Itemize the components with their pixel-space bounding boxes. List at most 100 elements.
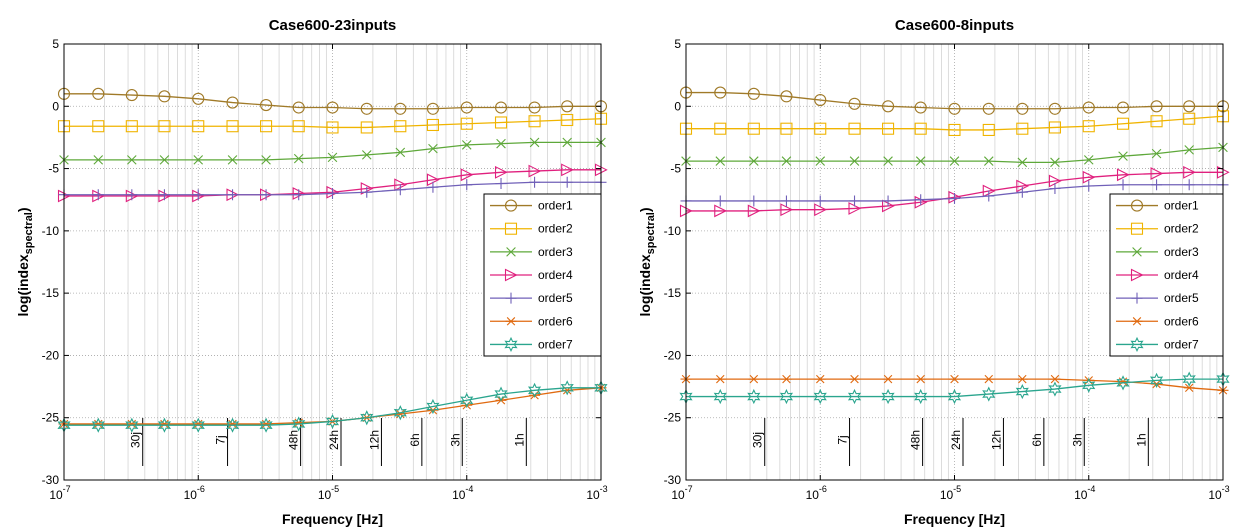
- x-tick-exponent: -3: [600, 484, 608, 494]
- data-point-order6: [814, 374, 826, 384]
- y-label-end: ): [637, 207, 653, 212]
- data-point-order1: [394, 102, 407, 115]
- data-point-order3: [1017, 157, 1028, 168]
- data-point-order7: [460, 392, 474, 408]
- data-point-order2: [528, 115, 541, 128]
- data-point-order5: [1083, 180, 1095, 192]
- data-point-order5: [1183, 179, 1195, 191]
- data-point-order7: [713, 388, 727, 405]
- legend-marker-order1: [504, 199, 518, 212]
- data-point-order7: [1082, 377, 1096, 393]
- data-point-order5: [1151, 179, 1163, 191]
- legend-label-order1: order1: [1164, 199, 1199, 213]
- x-axis-label: Frequency [Hz]: [282, 511, 383, 527]
- legend-marker-order5: [1131, 292, 1143, 304]
- data-point-order4: [780, 203, 794, 217]
- data-point-order5: [461, 179, 473, 191]
- data-point-order6: [915, 374, 927, 384]
- annotation-label: 48h: [287, 430, 301, 450]
- legend-label-order7: order7: [1164, 337, 1199, 351]
- data-point-order7: [881, 388, 895, 405]
- data-point-order5: [394, 184, 406, 196]
- data-point-order6: [714, 374, 726, 384]
- data-point-order3: [983, 156, 994, 166]
- y-tick-label: -20: [664, 348, 682, 362]
- data-point-order3: [361, 150, 372, 160]
- data-point-order7: [747, 388, 761, 405]
- annotation-label: 7j: [214, 435, 228, 444]
- data-point-order5: [780, 195, 792, 207]
- data-point-order1: [1150, 100, 1163, 113]
- data-point-order3: [1151, 148, 1162, 159]
- data-point-order2: [1016, 122, 1029, 135]
- data-point-order3: [715, 156, 726, 166]
- legend-label-order3: order3: [1164, 245, 1199, 259]
- data-point-order2: [780, 122, 793, 135]
- data-point-order2: [982, 123, 995, 137]
- data-point-order1: [460, 101, 473, 114]
- x-tick-base: 10: [1208, 488, 1222, 502]
- legend-marker-order6: [505, 317, 517, 326]
- legend-marker-order3: [506, 247, 516, 257]
- annotation-label: 24h: [327, 430, 341, 450]
- data-point-order2: [394, 120, 407, 133]
- data-point-order2: [561, 113, 574, 127]
- legend-label-order5: order5: [538, 291, 573, 305]
- annotation-label: 7j: [836, 435, 850, 444]
- y-tick-label: -5: [48, 162, 59, 176]
- legend-label-order5: order5: [1164, 291, 1199, 305]
- data-point-order3: [781, 156, 792, 166]
- data-point-order5: [1049, 183, 1061, 195]
- data-point-order5: [495, 178, 507, 190]
- data-point-order5: [427, 181, 439, 193]
- data-point-order4: [460, 168, 474, 182]
- y-label-sub: spectral: [645, 212, 657, 254]
- data-point-order7: [225, 417, 240, 433]
- y-tick-label: 0: [674, 99, 681, 113]
- data-point-order5: [814, 195, 826, 207]
- annotation-label: 6h: [1030, 433, 1044, 446]
- data-point-order7: [91, 417, 105, 433]
- annotation-label: 48h: [909, 430, 923, 450]
- data-point-order1: [780, 90, 793, 103]
- data-point-order1: [326, 101, 339, 114]
- x-tick-exponent: -7: [63, 484, 71, 494]
- legend-label-order6: order6: [538, 314, 573, 328]
- data-point-order5: [1117, 179, 1129, 191]
- data-point-order5: [293, 189, 305, 201]
- legend-marker-order4: [1130, 268, 1144, 282]
- y-axis-label: log(indexspectral): [637, 207, 657, 316]
- legend-label-order7: order7: [538, 337, 573, 351]
- data-point-order3: [1118, 151, 1128, 161]
- data-point-order5: [92, 189, 104, 201]
- data-point-order6: [1049, 374, 1061, 384]
- data-point-order2: [426, 118, 439, 132]
- data-point-order7: [1149, 372, 1164, 388]
- data-point-order5: [983, 190, 995, 202]
- legend-marker-order6: [1131, 317, 1143, 326]
- data-point-order5: [849, 195, 861, 207]
- y-tick-label: 5: [674, 37, 681, 51]
- y-axis-label: log(indexspectral): [15, 207, 35, 316]
- data-point-order5: [714, 195, 726, 207]
- data-point-order1: [125, 89, 138, 102]
- data-point-order4: [1082, 170, 1096, 184]
- data-point-order5: [126, 189, 138, 201]
- x-tick-base: 10: [671, 488, 685, 502]
- data-point-order2: [260, 120, 273, 133]
- data-point-order7: [527, 382, 542, 398]
- data-point-order3: [915, 156, 926, 166]
- data-point-order1: [158, 90, 171, 103]
- data-point-order7: [259, 417, 273, 433]
- x-tick-exponent: -6: [819, 484, 827, 494]
- legend-marker-order4: [504, 268, 518, 282]
- chart-title: Case600-23inputs: [269, 17, 397, 34]
- data-point-order6: [882, 374, 894, 384]
- data-point-order2: [948, 123, 961, 137]
- series-line-order1: [64, 93, 601, 110]
- data-point-order2: [914, 122, 927, 135]
- annotation-label: 3h: [1070, 433, 1084, 446]
- annotation-label: 12h: [367, 430, 381, 450]
- data-point-order3: [1083, 155, 1094, 165]
- data-point-order5: [192, 189, 204, 201]
